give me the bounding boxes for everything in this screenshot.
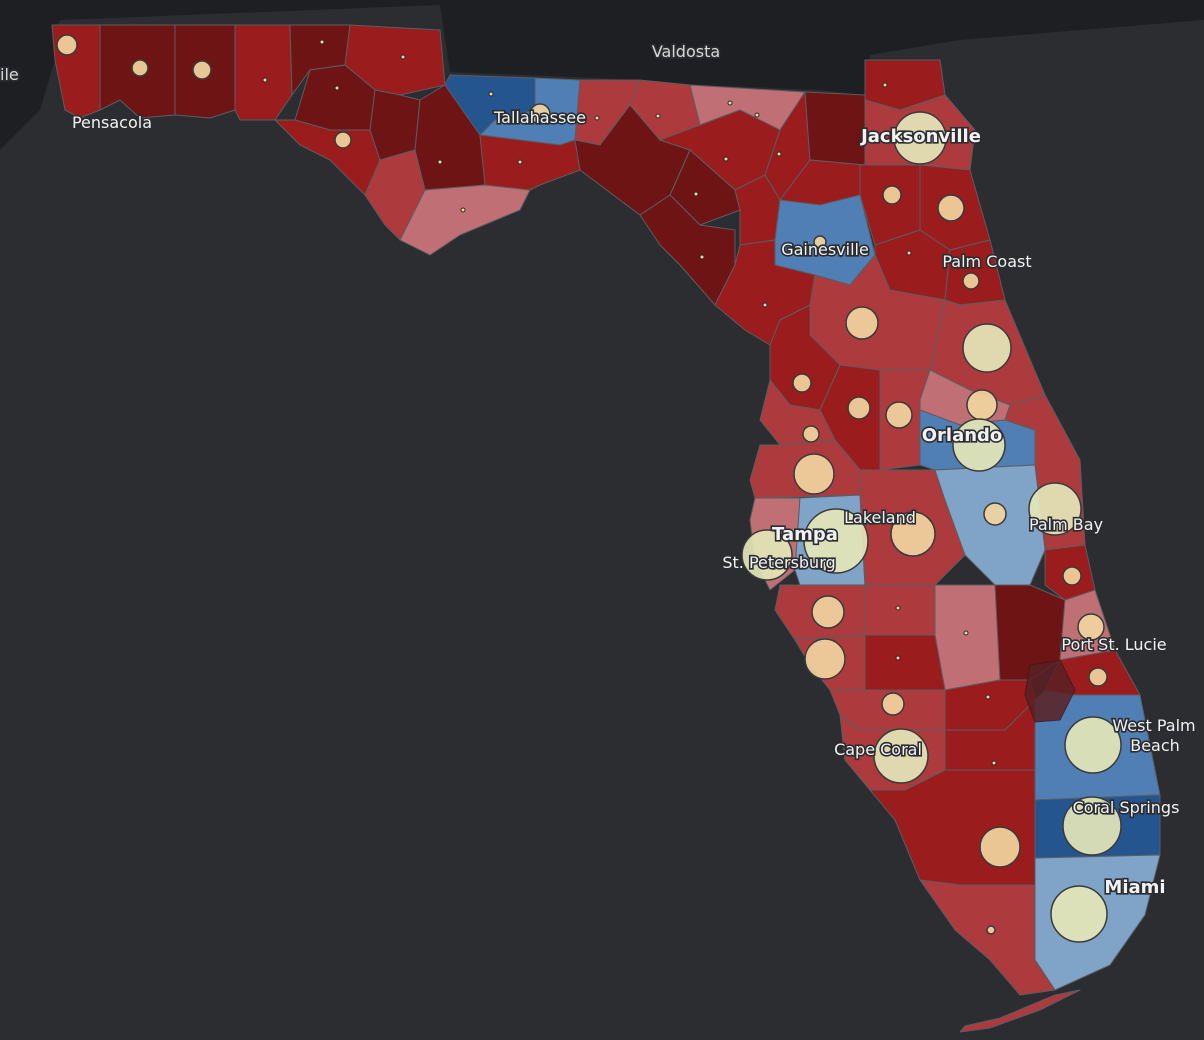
population-bubble	[131, 59, 149, 77]
county-seat-dot	[882, 82, 888, 88]
county-seat-dot	[895, 655, 901, 661]
label-palm-coast: Palm Coast	[942, 252, 1031, 271]
label-tallahassee: Tallahassee	[493, 108, 586, 127]
label-port-st-lucie: Port St. Lucie	[1061, 635, 1166, 654]
county-seat-dot	[693, 191, 699, 197]
alabama-land	[0, 0, 60, 150]
county-seat-dot	[991, 760, 997, 766]
label-coral-springs: Coral Springs	[1073, 798, 1180, 817]
label-west-palm-line2: Beach	[1130, 736, 1180, 755]
population-bubble	[1088, 667, 1108, 687]
population-bubble	[741, 529, 793, 581]
population-bubble	[793, 453, 835, 495]
county-seat-dot	[754, 112, 760, 118]
label-st-petersburg: St. Petersburg	[722, 553, 835, 572]
county-hardee[interactable]	[864, 584, 936, 636]
county-seat-dot	[488, 91, 494, 97]
county-seat-dot	[517, 159, 523, 165]
label-cape-coral: Cape Coral	[834, 740, 922, 759]
county-monroe-mainland[interactable]	[919, 879, 1056, 996]
county-calhoun[interactable]	[369, 89, 421, 161]
population-bubble	[937, 194, 965, 222]
population-bubble	[966, 389, 998, 421]
county-seat-dot	[906, 250, 912, 256]
population-bubble	[192, 60, 212, 80]
county-seat-dot	[334, 85, 340, 91]
county-seat-dot	[723, 156, 729, 162]
county-seat-dot	[655, 113, 661, 119]
population-bubble	[1064, 716, 1122, 774]
population-bubble	[56, 34, 78, 56]
county-baker[interactable]	[804, 91, 866, 166]
population-bubble	[881, 692, 905, 716]
county-seat-dot	[460, 207, 466, 213]
county-seat-dot	[776, 151, 782, 157]
population-bubble	[1077, 613, 1105, 641]
county-wakulla[interactable]	[479, 134, 581, 191]
county-seat-dot	[727, 100, 733, 106]
population-bubble	[983, 502, 1007, 526]
population-bubble	[1028, 482, 1082, 536]
county-seat-dot	[437, 159, 443, 165]
label-valdosta: Valdosta	[652, 42, 720, 61]
population-bubble	[792, 373, 812, 393]
population-bubble	[803, 508, 869, 574]
population-bubble	[334, 131, 352, 149]
population-bubble	[893, 111, 947, 165]
population-bubble	[845, 306, 879, 340]
label-tampa: Tampa	[772, 524, 838, 545]
florida-keys	[959, 989, 1081, 1033]
population-bubbles	[56, 34, 1122, 943]
population-bubble	[986, 925, 996, 935]
neighbor-state-land	[0, 0, 1204, 95]
lake-okeechobee	[1024, 659, 1076, 723]
city-labels: Valdosta ile Pensacola Tallahassee Jacks…	[0, 40, 1197, 899]
county-highlands[interactable]	[934, 584, 1001, 691]
label-jacksonville: Jacksonville	[859, 126, 981, 147]
label-west-palm-line1: West Palm	[1112, 716, 1195, 735]
county-seat-dot	[699, 254, 705, 260]
population-bubble	[979, 826, 1021, 868]
label-gainesville: Gainesville	[781, 240, 869, 259]
county-desoto[interactable]	[864, 634, 946, 691]
county-seat-dot	[963, 630, 969, 636]
county-seat-dot	[985, 694, 991, 700]
county-seat-dot	[895, 605, 901, 611]
population-bubble	[813, 235, 827, 249]
label-orlando: Orlando	[922, 425, 1003, 446]
population-bubble	[1050, 885, 1108, 943]
population-bubble	[952, 418, 1006, 472]
population-bubble	[890, 511, 936, 557]
population-bubble	[802, 425, 820, 443]
label-lakeland: Lakeland	[844, 508, 916, 527]
population-bubble	[882, 185, 902, 205]
county-seat-dot	[319, 39, 325, 45]
population-bubble	[1062, 796, 1122, 856]
county-seat-dot	[262, 77, 268, 83]
county-seat-dot	[762, 302, 768, 308]
population-bubble	[873, 728, 929, 784]
population-bubble	[804, 638, 846, 680]
population-bubble	[1062, 566, 1082, 586]
county-dixie[interactable]	[639, 194, 736, 306]
label-mobile-partial: ile	[0, 65, 19, 84]
county-seat-dot	[594, 115, 600, 121]
population-bubble	[962, 272, 980, 290]
population-bubble	[811, 595, 845, 629]
county-walton[interactable]	[234, 24, 293, 121]
population-bubble	[885, 401, 913, 429]
population-bubble	[529, 103, 551, 125]
county-seat-dot	[400, 54, 406, 60]
label-pensacola: Pensacola	[72, 113, 152, 132]
label-miami: Miami	[1104, 877, 1165, 898]
population-bubble	[962, 323, 1012, 373]
population-bubble	[847, 396, 871, 420]
label-palm-bay: Palm Bay	[1029, 515, 1103, 534]
